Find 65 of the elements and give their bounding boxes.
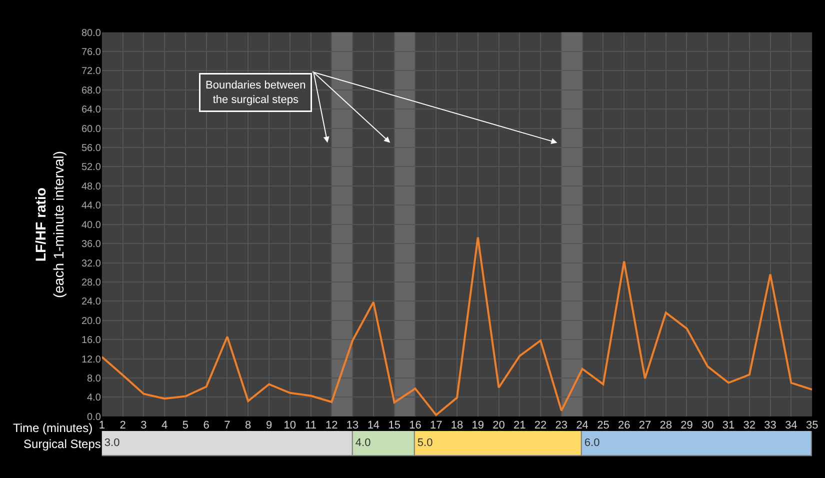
y-tick-label: 44.0 [81, 200, 102, 212]
x-tick-label: 14 [367, 419, 380, 432]
y-tick-label: 0.0 [87, 412, 102, 423]
x-tick-label: 31 [722, 419, 735, 432]
series-label: 4.0 [355, 437, 371, 450]
x-tick-label: 9 [266, 419, 272, 432]
y-tick-label: 36.0 [81, 239, 102, 250]
x-axis-title: Time (minutes) [13, 421, 93, 435]
y-tick-label: 32.0 [81, 258, 102, 270]
x-tick-label: 29 [680, 419, 693, 432]
y-tick-label: 52.0 [81, 162, 102, 174]
x-tick-label: 22 [534, 419, 547, 432]
x-tick-label: 27 [638, 419, 652, 432]
y-tick-label: 76.0 [81, 47, 102, 58]
y-tick-label: 20.0 [81, 316, 102, 327]
y-tick-label: 8.0 [87, 373, 102, 384]
series-label: 3.0 [104, 437, 120, 450]
x-tick-label: 13 [346, 419, 359, 432]
x-tick-label: 21 [514, 419, 526, 432]
y-tick-label: 12.0 [81, 354, 102, 366]
y-tick-label: 28.0 [81, 277, 102, 288]
series-label: 5.0 [417, 437, 433, 450]
x-tick-label: 24 [576, 419, 588, 432]
x-tick-label: 12 [326, 419, 338, 432]
x-tick-label: 23 [555, 419, 568, 432]
y-tick-label: 72.0 [81, 66, 102, 78]
y-tick-label: 16.0 [81, 335, 102, 346]
y-tick-label: 60.0 [81, 124, 102, 135]
x-tick-label: 18 [450, 419, 464, 432]
x-tick-label: 28 [660, 419, 672, 432]
y-tick-label: 56.0 [81, 143, 102, 154]
x-tick-label: 1 [98, 419, 105, 432]
x-tick-label: 6 [203, 419, 210, 432]
x-tick-label: 7 [224, 419, 230, 432]
x-tick-label: 32 [743, 419, 756, 432]
y-tick-label: 24.0 [81, 296, 102, 308]
x-tick-label: 19 [472, 419, 484, 432]
x-tick-label: 10 [284, 419, 296, 432]
y-tick-label: 4.0 [87, 392, 102, 404]
x-tick-label: 5 [182, 419, 189, 432]
x-tick-label: 15 [388, 419, 400, 432]
y-axis-title: LF/HF ratio (each 1-minute interval) [32, 150, 67, 298]
line-series [102, 236, 812, 416]
y-tick-label: 48.0 [81, 181, 102, 192]
x-tick-label: 30 [702, 419, 714, 432]
series-label: 6.0 [584, 437, 600, 450]
y-tick-label: 64.0 [81, 104, 102, 116]
x-tick-label: 25 [597, 419, 610, 432]
x-tick-label: 4 [162, 419, 168, 432]
y-tick-label: 68.0 [81, 85, 102, 96]
x-tick-label: 26 [618, 419, 630, 432]
x-tick-label: 3 [140, 419, 147, 432]
x-tick-label: 2 [120, 419, 126, 432]
x-tick-label: 17 [430, 419, 442, 432]
x-tick-label: 33 [764, 419, 776, 432]
x-tick-label: 35 [806, 419, 818, 432]
x-tick-label: 16 [409, 419, 422, 432]
y-tick-label: Surgical Steps [24, 436, 101, 451]
y-tick-label: 40.0 [81, 220, 102, 231]
annotation: Boundaries between the surgical steps [206, 80, 306, 106]
x-tick-label: 11 [305, 419, 316, 432]
x-tick-label: 34 [785, 419, 798, 432]
x-tick-label: 8 [245, 419, 252, 432]
y-tick-label: 80.0 [81, 28, 102, 39]
x-tick-label: 20 [492, 419, 505, 432]
